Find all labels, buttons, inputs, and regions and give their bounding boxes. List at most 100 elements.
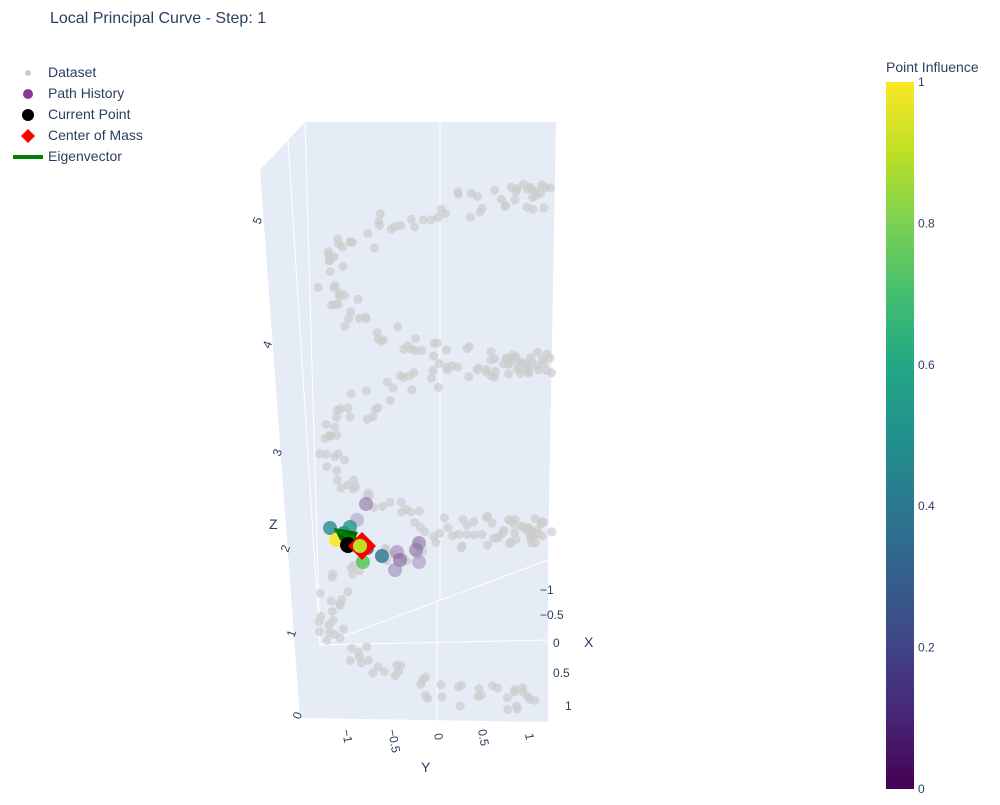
dataset-point [360,312,370,322]
dataset-point [361,386,371,396]
x-tick-label: 0.5 [553,666,570,680]
dataset-point [332,412,341,422]
dataset-point [453,187,463,197]
legend-label: Eigenvector [48,148,122,164]
colorbar-tick-label: 1 [918,75,925,89]
dataset-point [417,346,427,355]
dataset-point [345,237,355,247]
path-history-point [356,555,370,569]
dataset-point [504,539,514,549]
path-history-point [412,555,426,569]
colorbar-tick-label: 0.2 [918,641,935,655]
dataset-point [437,204,446,214]
dataset-point [316,611,326,621]
dataset-point [511,701,521,711]
dataset-point [344,314,354,324]
dataset-point [373,662,383,672]
legend-item-current-point[interactable]: Current Point [12,104,143,125]
dataset-point [418,215,428,225]
legend-item-dataset[interactable]: Dataset [12,62,143,83]
dataset-point [540,183,550,192]
colorbar-title: Point Influence [886,59,979,75]
dataset-point [415,506,424,516]
dataset-point [496,194,506,204]
dataset-point [483,540,492,550]
dataset-point [518,683,527,693]
dataset-point [379,667,389,677]
dataset-point [454,530,464,539]
dataset-point [457,541,467,551]
dataset-point [429,351,438,361]
dataset-point [315,588,325,598]
dataset-point [388,383,398,393]
dataset-point [436,680,446,690]
dataset-point [362,642,372,652]
dataset-point [415,522,425,532]
dataset-point [486,347,496,357]
dataset-point [545,353,555,363]
dataset-point [340,321,350,331]
dataset-point [462,529,472,539]
dataset-point [443,523,453,532]
dataset-point [338,262,348,271]
dataset-point [347,643,357,653]
dataset-point [323,247,333,256]
dataset-point [542,366,551,375]
dataset-point [363,229,373,239]
x-axis-ticks: −1 −0.5 0 0.5 1 [540,583,572,713]
dataset-point [406,214,416,224]
dataset-point [321,419,331,429]
dataset-point [330,422,340,432]
dataset-point [492,533,502,543]
dataset-point [526,538,536,548]
path-history-point [375,549,389,563]
dataset-point [443,365,452,375]
colorbar-tick-label: 0.6 [918,358,935,372]
dataset-point [511,187,521,197]
legend-item-center-of-mass[interactable]: Center of Mass [12,125,143,146]
dataset-point [333,234,343,244]
dataset-point [437,692,447,702]
legend: Dataset Path History Current Point Cente… [12,62,143,167]
dataset-point [334,288,344,298]
dataset-point [346,389,356,399]
x-axis-label: X [584,634,594,650]
dataset-point [433,382,443,392]
path-history-point [388,563,402,577]
dataset-point [378,502,388,512]
dataset-point [336,483,346,493]
dataset-point [533,365,543,375]
dataset-point [343,403,353,413]
dataset-point [396,497,406,507]
dataset-point [315,449,325,459]
dataset-point [349,475,359,485]
y-tick-label: −1 [339,728,355,744]
dataset-point [528,204,538,214]
legend-item-path-history[interactable]: Path History [12,83,143,104]
legend-current-point-icon [22,109,34,121]
path-history-point [359,497,373,511]
dataset-point [333,449,343,459]
dataset-point [335,633,345,643]
legend-item-eigenvector[interactable]: Eigenvector [12,146,143,167]
dataset-point [511,534,521,544]
dataset-point [515,521,525,531]
dataset-point [523,692,533,702]
dataset-point [340,455,349,465]
dataset-point [410,346,420,356]
z-tick-label: 4 [260,339,276,350]
dataset-point [313,282,323,292]
dataset-point [343,480,353,490]
dataset-point [406,507,416,517]
dataset-point [330,300,340,310]
dataset-point [455,701,465,711]
x-tick-label: 1 [565,699,572,713]
dataset-point [407,385,417,395]
dataset-point [375,209,385,219]
dataset-point [392,660,402,670]
dataset-point [426,373,436,383]
colorbar-ticks: 0 0.2 0.4 0.6 0.8 1 [918,75,935,796]
legend-label: Current Point [48,106,131,122]
dataset-point [439,513,449,523]
